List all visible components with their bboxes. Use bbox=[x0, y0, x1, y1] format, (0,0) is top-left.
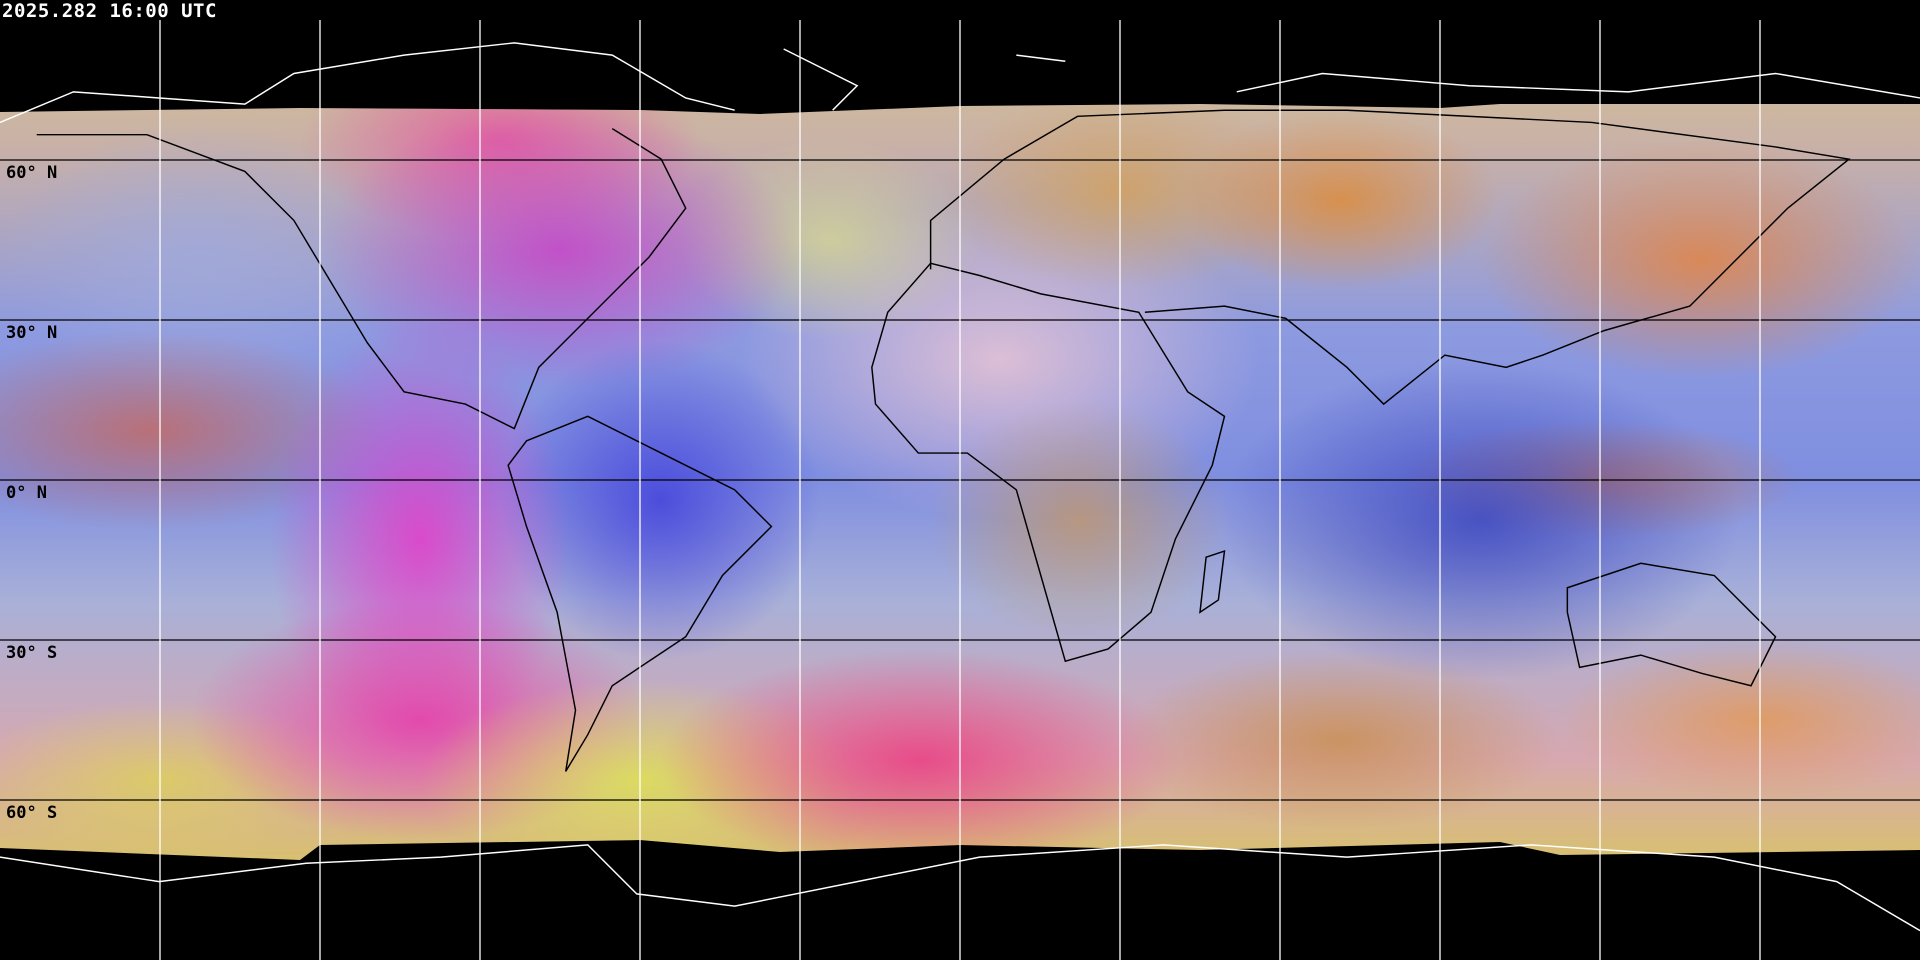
longitude-lines bbox=[159, 20, 1761, 960]
coast-north-america bbox=[36, 127, 687, 430]
lat-label-60n: 60° N bbox=[6, 163, 58, 183]
coast-south-america bbox=[507, 415, 773, 772]
coast-madagascar bbox=[1199, 549, 1226, 614]
coast-arctic bbox=[0, 42, 1920, 124]
lat-label-30s: 30° S bbox=[6, 643, 58, 663]
lat-label-30n: 30° N bbox=[6, 323, 58, 343]
lat-label-60s: 60° S bbox=[6, 803, 58, 823]
coast-eurasia bbox=[929, 109, 1851, 406]
timestamp-label: 2025.282 16:00 UTC bbox=[2, 0, 217, 22]
lat-label-0n: 0° N bbox=[6, 483, 47, 503]
coast-antarctica bbox=[0, 844, 1920, 932]
coast-africa bbox=[871, 262, 1226, 663]
